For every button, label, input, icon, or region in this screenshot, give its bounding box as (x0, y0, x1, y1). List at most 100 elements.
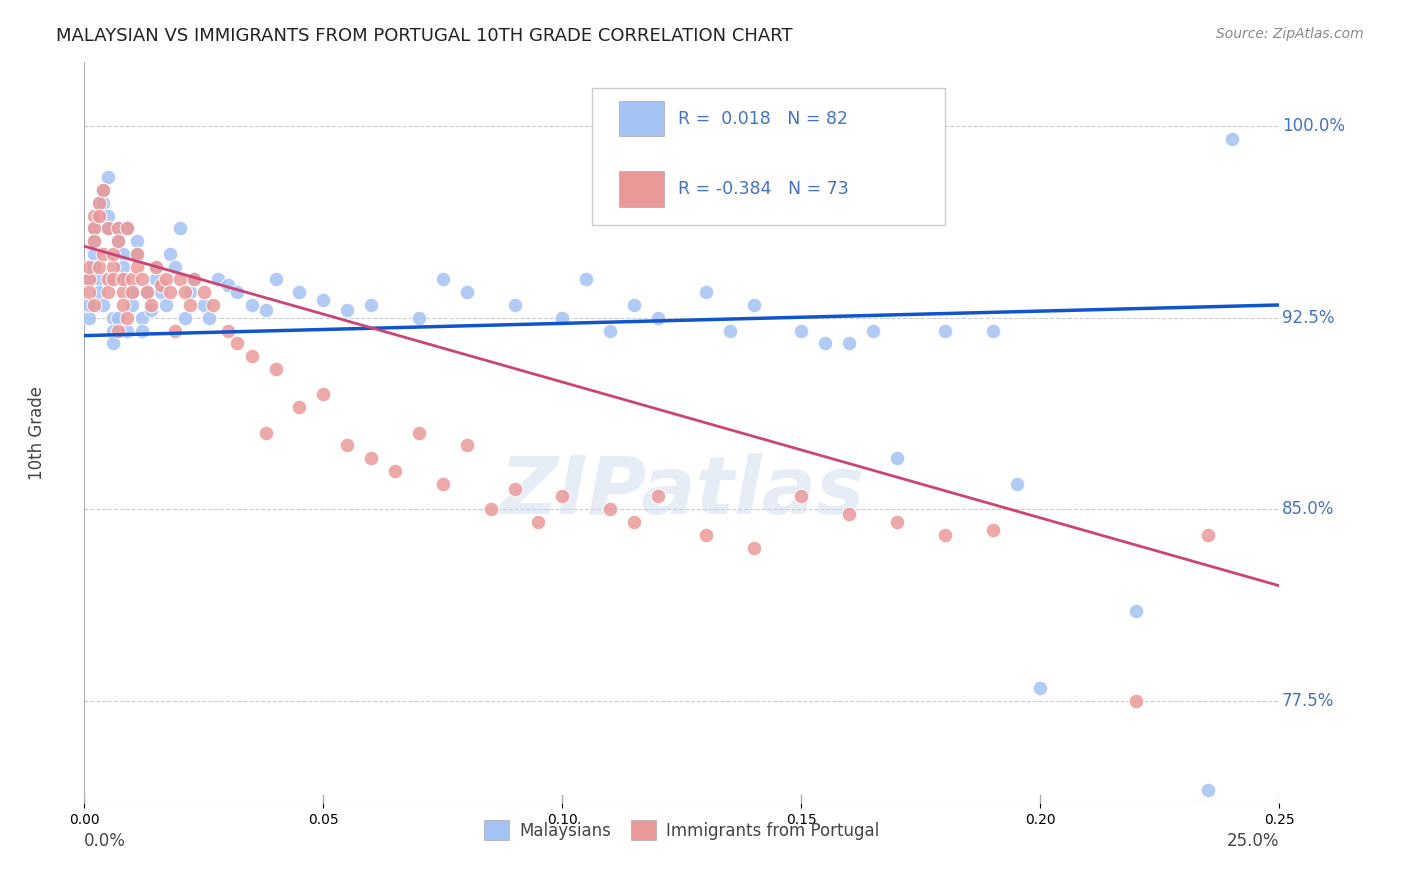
Point (456, 438, 478, 452)
Point (254, 303, 277, 318)
Point (312, 293, 335, 307)
Point (97, 272, 120, 286)
Point (111, 247, 134, 261)
Point (173, 285, 195, 300)
Point (183, 272, 205, 286)
Text: 100.0%: 100.0% (1282, 117, 1346, 136)
Point (97, 170, 120, 185)
Point (981, 324, 1004, 338)
Point (97, 285, 120, 300)
Point (165, 324, 187, 338)
Point (107, 234, 129, 248)
Point (718, 324, 741, 338)
Point (107, 221, 129, 235)
Point (111, 272, 134, 286)
Point (623, 298, 645, 312)
Point (1125, 604, 1147, 618)
Point (264, 361, 287, 376)
Point (790, 324, 813, 338)
Point (503, 298, 526, 312)
Point (83, 234, 105, 248)
Point (87, 195, 110, 210)
Point (117, 324, 139, 338)
Point (117, 221, 139, 235)
Point (111, 260, 134, 274)
Legend: Malaysians, Immigrants from Portugal: Malaysians, Immigrants from Portugal (478, 814, 886, 847)
Point (111, 298, 134, 312)
Point (886, 451, 908, 466)
Point (121, 285, 143, 300)
Point (1029, 681, 1052, 695)
Point (814, 336, 837, 351)
Point (647, 490, 669, 504)
Point (647, 310, 669, 325)
Point (77, 272, 100, 286)
Point (101, 324, 124, 338)
Point (479, 502, 502, 516)
Point (408, 310, 430, 325)
Point (790, 490, 813, 504)
Text: 0.0%: 0.0% (84, 832, 127, 850)
Point (193, 285, 215, 300)
Point (934, 324, 956, 338)
Point (131, 324, 153, 338)
Point (131, 310, 153, 325)
Point (93, 195, 115, 210)
Point (83, 209, 105, 223)
Point (97, 209, 120, 223)
Point (217, 277, 239, 292)
Point (135, 285, 157, 300)
Point (107, 310, 129, 325)
Point (83, 234, 105, 248)
Point (117, 310, 139, 325)
Point (101, 336, 124, 351)
Point (432, 272, 454, 286)
Point (97, 221, 120, 235)
Point (83, 298, 105, 312)
Point (838, 336, 860, 351)
Point (159, 285, 181, 300)
Point (87, 260, 110, 274)
Point (87, 209, 110, 223)
Point (838, 508, 860, 522)
Point (159, 247, 181, 261)
Text: 92.5%: 92.5% (1282, 309, 1334, 326)
Point (312, 387, 335, 401)
Point (101, 310, 124, 325)
Point (575, 272, 598, 286)
Point (145, 260, 167, 274)
Point (384, 464, 406, 478)
Point (623, 515, 645, 529)
Point (742, 541, 765, 555)
Point (742, 298, 765, 312)
Point (1005, 476, 1028, 491)
Point (93, 298, 115, 312)
Point (599, 502, 621, 516)
Text: 10th Grade: 10th Grade (28, 385, 45, 480)
Point (145, 260, 167, 274)
Point (240, 349, 263, 363)
Point (288, 400, 311, 414)
Point (503, 482, 526, 496)
Point (226, 336, 249, 351)
Point (135, 285, 157, 300)
Point (83, 247, 105, 261)
Point (93, 183, 115, 197)
Point (336, 438, 359, 452)
Point (173, 310, 195, 325)
Point (111, 285, 134, 300)
Point (695, 527, 717, 541)
Point (179, 298, 201, 312)
Point (87, 285, 110, 300)
Point (77, 285, 100, 300)
Point (83, 260, 105, 274)
Point (934, 527, 956, 541)
Point (169, 221, 191, 235)
Point (695, 285, 717, 300)
Text: 85.0%: 85.0% (1282, 500, 1334, 518)
Point (125, 247, 148, 261)
Point (87, 195, 110, 210)
Point (1220, 132, 1243, 146)
Point (155, 272, 177, 286)
Point (117, 221, 139, 235)
